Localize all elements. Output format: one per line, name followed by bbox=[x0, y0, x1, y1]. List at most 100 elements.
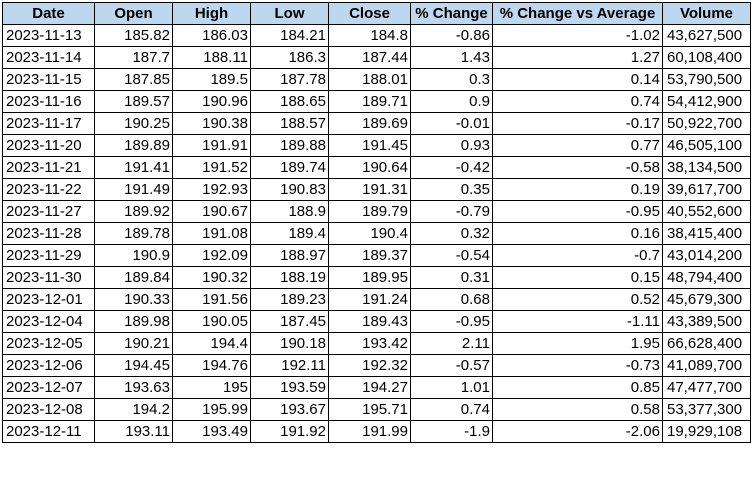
cell-low: 189.74 bbox=[250, 156, 329, 179]
cell-close: 189.37 bbox=[328, 244, 411, 267]
cell-pct-change: 0.68 bbox=[410, 288, 493, 311]
header-date: Date bbox=[2, 2, 95, 25]
cell-high: 186.03 bbox=[172, 24, 251, 47]
cell-low: 190.83 bbox=[250, 178, 329, 201]
cell-close: 191.99 bbox=[328, 420, 411, 443]
cell-pct-change-vs-average: -0.17 bbox=[492, 112, 663, 135]
cell-volume: 66,628,400 bbox=[662, 332, 751, 355]
cell-low: 189.23 bbox=[250, 288, 329, 311]
cell-volume: 43,389,500 bbox=[662, 310, 751, 333]
cell-date: 2023-12-04 bbox=[2, 310, 95, 333]
cell-pct-change: 0.32 bbox=[410, 222, 493, 245]
cell-volume: 60,108,400 bbox=[662, 46, 751, 69]
cell-date: 2023-11-14 bbox=[2, 46, 95, 69]
cell-volume: 40,552,600 bbox=[662, 200, 751, 223]
cell-low: 188.57 bbox=[250, 112, 329, 135]
cell-date: 2023-11-13 bbox=[2, 24, 95, 47]
cell-date: 2023-11-17 bbox=[2, 112, 95, 135]
cell-low: 193.59 bbox=[250, 376, 329, 399]
cell-high: 190.67 bbox=[172, 200, 251, 223]
cell-open: 189.57 bbox=[94, 90, 173, 113]
cell-close: 189.95 bbox=[328, 266, 411, 289]
cell-high: 191.08 bbox=[172, 222, 251, 245]
cell-low: 190.18 bbox=[250, 332, 329, 355]
cell-open: 189.98 bbox=[94, 310, 173, 333]
cell-volume: 41,089,700 bbox=[662, 354, 751, 377]
cell-high: 190.38 bbox=[172, 112, 251, 135]
cell-date: 2023-11-15 bbox=[2, 68, 95, 91]
cell-date: 2023-11-20 bbox=[2, 134, 95, 157]
table-row: 2023-11-17 190.25 190.38 188.57 189.69 -0.01-… bbox=[2, 112, 751, 135]
stock-data-table: Date Open High Low Close % Change % Chan… bbox=[2, 2, 751, 443]
cell-date: 2023-12-07 bbox=[2, 376, 95, 399]
cell-pct-change-vs-average: 0.52 bbox=[492, 288, 663, 311]
cell-high: 192.09 bbox=[172, 244, 251, 267]
cell-pct-change-vs-average: 1.95 bbox=[492, 332, 663, 355]
cell-close: 191.31 bbox=[328, 178, 411, 201]
cell-date: 2023-12-08 bbox=[2, 398, 95, 421]
cell-pct-change-vs-average: 0.77 bbox=[492, 134, 663, 157]
cell-close: 187.44 bbox=[328, 46, 411, 69]
cell-pct-change-vs-average: 0.58 bbox=[492, 398, 663, 421]
cell-open: 191.49 bbox=[94, 178, 173, 201]
header-pct-change: % Change bbox=[410, 2, 493, 25]
cell-high: 190.32 bbox=[172, 266, 251, 289]
cell-low: 188.9 bbox=[250, 200, 329, 223]
table-row: 2023-11-28 189.78 191.08 189.4 190.4 0.32 0.16… bbox=[2, 222, 751, 245]
table-row: 2023-11-14 187.7 188.11 186.3 187.44 1.43 1.27… bbox=[2, 46, 751, 69]
table-row: 2023-12-04 189.98 190.05 187.45 189.43 -0.95-… bbox=[2, 310, 751, 333]
cell-close: 195.71 bbox=[328, 398, 411, 421]
cell-open: 187.7 bbox=[94, 46, 173, 69]
cell-volume: 53,377,300 bbox=[662, 398, 751, 421]
cell-pct-change-vs-average: -1.11 bbox=[492, 310, 663, 333]
cell-pct-change: -0.79 bbox=[410, 200, 493, 223]
cell-pct-change: -0.42 bbox=[410, 156, 493, 179]
cell-date: 2023-12-01 bbox=[2, 288, 95, 311]
table-row: 2023-11-16 189.57 190.96 188.65 189.71 0.9 0.7… bbox=[2, 90, 751, 113]
cell-low: 188.97 bbox=[250, 244, 329, 267]
cell-close: 191.45 bbox=[328, 134, 411, 157]
table-row: 2023-11-27 189.92 190.67 188.9 189.79 -0.79 -0… bbox=[2, 200, 751, 223]
cell-open: 189.92 bbox=[94, 200, 173, 223]
cell-close: 190.64 bbox=[328, 156, 411, 179]
cell-low: 186.3 bbox=[250, 46, 329, 69]
cell-low: 191.92 bbox=[250, 420, 329, 443]
cell-pct-change: 1.43 bbox=[410, 46, 493, 69]
cell-close: 188.01 bbox=[328, 68, 411, 91]
cell-pct-change: 0.31 bbox=[410, 266, 493, 289]
cell-date: 2023-12-05 bbox=[2, 332, 95, 355]
table-row: 2023-11-20 189.89 191.91 189.88 191.45 0.93 0.… bbox=[2, 134, 751, 157]
cell-volume: 53,790,500 bbox=[662, 68, 751, 91]
cell-pct-change-vs-average: -1.02 bbox=[492, 24, 663, 47]
cell-date: 2023-11-29 bbox=[2, 244, 95, 267]
cell-high: 189.5 bbox=[172, 68, 251, 91]
cell-pct-change: 0.93 bbox=[410, 134, 493, 157]
cell-close: 189.79 bbox=[328, 200, 411, 223]
cell-low: 189.4 bbox=[250, 222, 329, 245]
cell-pct-change-vs-average: -0.58 bbox=[492, 156, 663, 179]
table-row: 2023-12-07 193.63 195 193.59 194.27 1.01 0.85 4… bbox=[2, 376, 751, 399]
cell-close: 189.71 bbox=[328, 90, 411, 113]
header-row: Date Open High Low Close % Change % Chan… bbox=[2, 2, 751, 25]
cell-high: 193.49 bbox=[172, 420, 251, 443]
cell-close: 190.4 bbox=[328, 222, 411, 245]
table-row: 2023-12-08 194.2 195.99 193.67 195.71 0.74 0.5… bbox=[2, 398, 751, 421]
cell-low: 187.45 bbox=[250, 310, 329, 333]
cell-open: 189.84 bbox=[94, 266, 173, 289]
cell-open: 189.78 bbox=[94, 222, 173, 245]
cell-pct-change-vs-average: -0.7 bbox=[492, 244, 663, 267]
cell-low: 192.11 bbox=[250, 354, 329, 377]
cell-pct-change: 0.74 bbox=[410, 398, 493, 421]
cell-pct-change-vs-average: 0.74 bbox=[492, 90, 663, 113]
cell-volume: 45,679,300 bbox=[662, 288, 751, 311]
cell-pct-change: -0.86 bbox=[410, 24, 493, 47]
cell-high: 191.91 bbox=[172, 134, 251, 157]
cell-open: 190.33 bbox=[94, 288, 173, 311]
cell-open: 194.45 bbox=[94, 354, 173, 377]
cell-pct-change: 2.11 bbox=[410, 332, 493, 355]
cell-volume: 38,134,500 bbox=[662, 156, 751, 179]
cell-close: 193.42 bbox=[328, 332, 411, 355]
cell-open: 190.21 bbox=[94, 332, 173, 355]
cell-pct-change-vs-average: -0.95 bbox=[492, 200, 663, 223]
cell-close: 191.24 bbox=[328, 288, 411, 311]
